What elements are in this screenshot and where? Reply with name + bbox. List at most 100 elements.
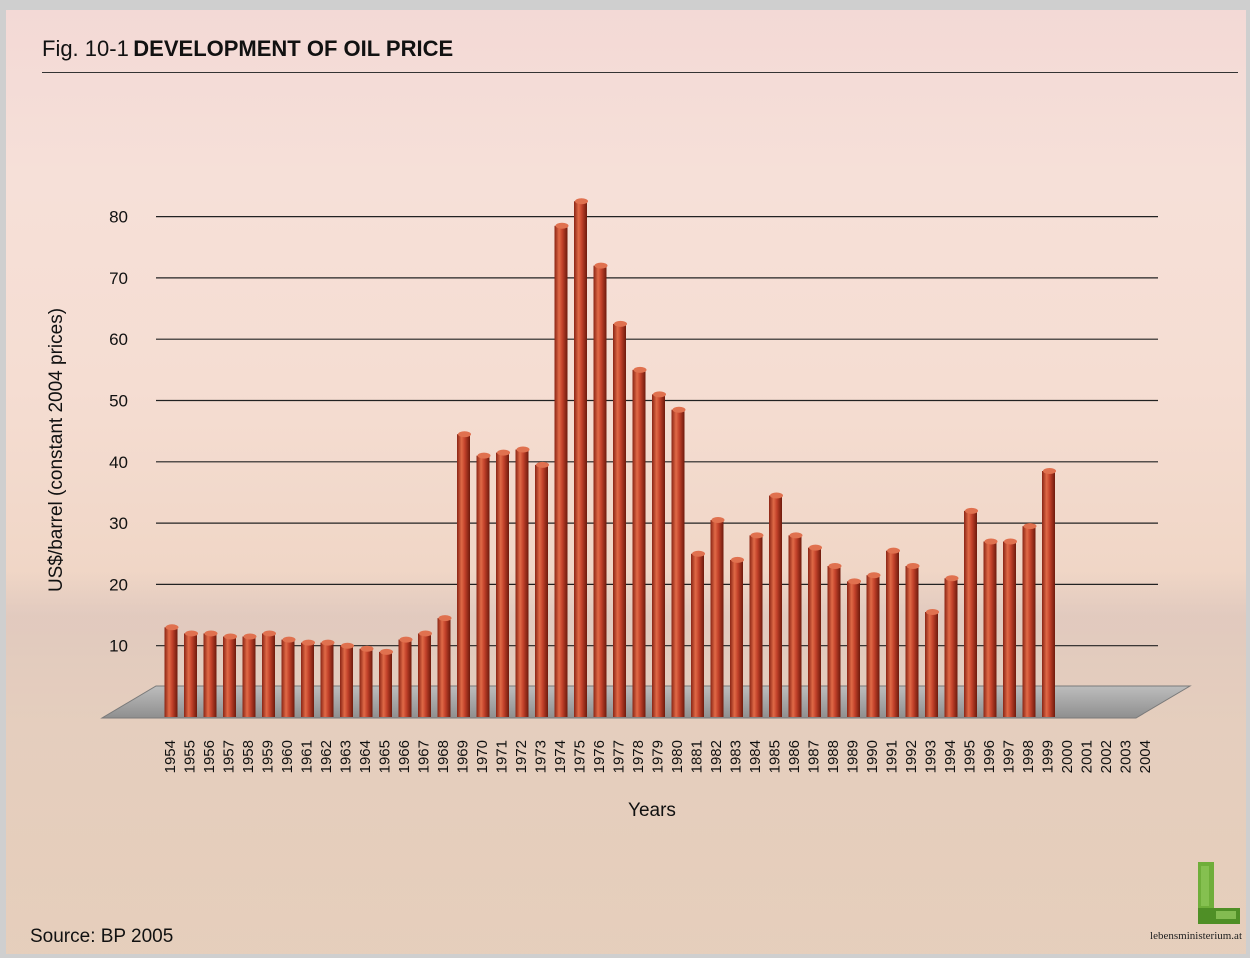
bar-body bbox=[769, 495, 782, 717]
x-tick-label: 1973 bbox=[533, 740, 550, 773]
bar-cap bbox=[185, 630, 198, 637]
bar-cap bbox=[848, 578, 861, 585]
y-tick-labels: 10 20 30 40 50 60 70 80 bbox=[109, 208, 128, 656]
x-tick-label: 1978 bbox=[630, 740, 647, 773]
bar-cap bbox=[828, 563, 842, 570]
bar-cap bbox=[555, 222, 569, 229]
bar-body bbox=[262, 633, 275, 717]
bar-body bbox=[925, 611, 938, 717]
bar-1958 bbox=[242, 633, 257, 717]
bar-body bbox=[418, 633, 431, 717]
bar-cap bbox=[419, 630, 432, 637]
x-tick-label: 1987 bbox=[806, 740, 823, 773]
figure-number: Fig. 10-1 bbox=[42, 36, 129, 61]
bar-1962 bbox=[320, 639, 335, 717]
bar-1993 bbox=[925, 608, 939, 717]
bar-1967 bbox=[418, 630, 432, 717]
bar-body bbox=[515, 449, 529, 717]
bar-body bbox=[535, 464, 548, 717]
bar-cap bbox=[477, 452, 491, 459]
x-tick-label: 1976 bbox=[591, 740, 608, 773]
x-tick-label: 1991 bbox=[884, 740, 901, 773]
bar-1978 bbox=[632, 366, 647, 717]
bar-cap bbox=[399, 636, 413, 643]
bar-cap bbox=[282, 636, 296, 643]
bar-cap bbox=[594, 262, 608, 269]
bar-1968 bbox=[437, 615, 452, 717]
bar-body bbox=[886, 550, 899, 717]
bar-cap bbox=[263, 630, 276, 637]
x-tick-label: 1997 bbox=[1001, 740, 1018, 773]
bar-cap bbox=[887, 547, 900, 554]
bar-1971 bbox=[496, 449, 510, 717]
bar-body bbox=[223, 636, 236, 717]
x-tick-label: 1961 bbox=[299, 740, 316, 773]
bar-cap bbox=[516, 446, 530, 453]
bar-1970 bbox=[476, 452, 491, 717]
x-tick-label: 1994 bbox=[942, 740, 959, 773]
bar-body bbox=[671, 409, 685, 717]
bar-body bbox=[184, 633, 197, 717]
x-tick-label: 2002 bbox=[1098, 740, 1115, 773]
bar-cap bbox=[1023, 523, 1037, 530]
bar-1986 bbox=[788, 532, 803, 717]
bar-1994 bbox=[944, 575, 959, 717]
chart-frame: Fig. 10-1 DEVELOPMENT OF OIL PRICE 10 20 3… bbox=[6, 10, 1246, 954]
bar-body bbox=[203, 633, 217, 717]
bar-body bbox=[164, 627, 178, 717]
x-tick-label: 1985 bbox=[767, 740, 784, 773]
bar-cap bbox=[497, 449, 510, 456]
x-tick-label: 2003 bbox=[1118, 740, 1135, 773]
bar-body bbox=[905, 566, 919, 717]
x-tick-label: 1990 bbox=[864, 740, 881, 773]
bar-1990 bbox=[866, 572, 881, 717]
x-tick-label: 1977 bbox=[611, 740, 628, 773]
x-tick-label: 1967 bbox=[416, 740, 433, 773]
x-tick-label: 1968 bbox=[435, 740, 452, 773]
x-tick-label: 1974 bbox=[552, 740, 569, 773]
bar-cap bbox=[341, 642, 354, 649]
x-tick-label: 2001 bbox=[1079, 740, 1096, 773]
bar-body bbox=[730, 559, 743, 717]
bar-1956 bbox=[203, 630, 218, 717]
bar-body bbox=[320, 642, 334, 717]
x-tick-label: 1971 bbox=[494, 740, 511, 773]
bar-1960 bbox=[281, 636, 296, 717]
bar-chart: 10 20 30 40 50 60 70 80 1954 1955 1956 1957 1958 195… bbox=[46, 198, 1192, 821]
bar-body bbox=[457, 434, 470, 717]
bar-1972 bbox=[515, 446, 530, 717]
x-tick-label: 1992 bbox=[903, 740, 920, 773]
bar-1996 bbox=[983, 538, 998, 717]
x-tick-label: 1962 bbox=[318, 740, 335, 773]
bar-body bbox=[808, 547, 821, 717]
x-tick-label: 1975 bbox=[572, 740, 589, 773]
bar-cap bbox=[750, 532, 764, 539]
bar-cap bbox=[1004, 538, 1017, 545]
source-note: Source: BP 2005 bbox=[30, 926, 174, 947]
bar-body bbox=[379, 651, 392, 717]
y-tick-label: 40 bbox=[109, 453, 128, 472]
x-tick-label: 1998 bbox=[1020, 740, 1037, 773]
x-tick-label: 1989 bbox=[845, 740, 862, 773]
bar-body bbox=[242, 636, 256, 717]
bar-body bbox=[437, 618, 451, 717]
bar-1973 bbox=[535, 461, 549, 717]
x-tick-label: 1995 bbox=[962, 740, 979, 773]
x-tick-label: 1979 bbox=[650, 740, 667, 773]
x-tick-label: 1984 bbox=[747, 740, 764, 773]
chart-title: DEVELOPMENT OF OIL PRICE bbox=[133, 36, 454, 61]
bar-cap bbox=[711, 517, 725, 524]
bar-cap bbox=[789, 532, 803, 539]
x-tick-label: 1881 bbox=[689, 740, 706, 773]
bar-1954 bbox=[164, 624, 179, 717]
bar-1965 bbox=[379, 648, 393, 717]
bar-cap bbox=[380, 648, 393, 655]
bar-body bbox=[554, 225, 568, 718]
bar-cap bbox=[321, 639, 335, 646]
bar-1985 bbox=[769, 492, 783, 717]
bar-body bbox=[281, 639, 295, 717]
y-tick-label: 30 bbox=[109, 514, 128, 533]
bar-cap bbox=[965, 507, 978, 514]
bar-cap bbox=[614, 320, 627, 327]
figure-header: Fig. 10-1 DEVELOPMENT OF OIL PRICE bbox=[42, 36, 1238, 73]
